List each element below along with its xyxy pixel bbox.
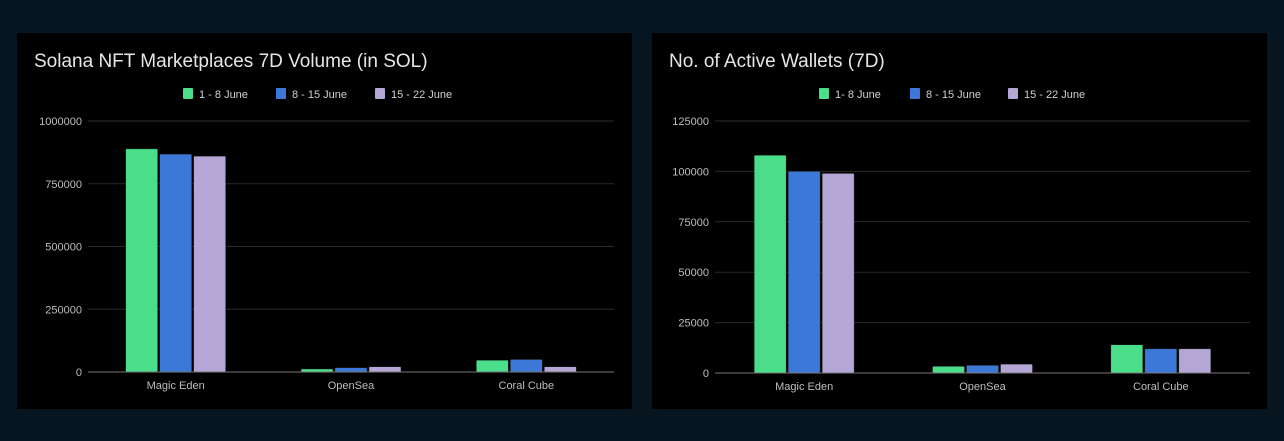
wallets-chart: 0 25000 50000 75000 100000 125000 1- 8 June 8 -… bbox=[672, 88, 1250, 393]
bar-magic-eden-2 bbox=[193, 155, 226, 373]
legend-swatch bbox=[276, 88, 286, 99]
legend-label: 15 - 22 June bbox=[1024, 89, 1085, 101]
y-tick-label: 250000 bbox=[45, 304, 82, 316]
y-tick-label: 0 bbox=[76, 367, 82, 379]
bar-coral-cube-2 bbox=[1178, 348, 1212, 374]
bar-magic-eden-0 bbox=[753, 155, 787, 374]
y-tick-label: 1000000 bbox=[39, 116, 82, 128]
bar-coral-cube-1 bbox=[1144, 348, 1178, 374]
legend-label: 8 - 15 June bbox=[926, 89, 981, 101]
chart-title: No. of Active Wallets (7D) bbox=[669, 51, 885, 72]
x-tick-label: Magic Eden bbox=[147, 380, 205, 392]
legend-label: 15 - 22 June bbox=[391, 89, 452, 101]
chart-title: Solana NFT Marketplaces 7D Volume (in SO… bbox=[34, 51, 428, 72]
y-tick-label: 50000 bbox=[678, 267, 709, 279]
y-tick-label: 750000 bbox=[45, 179, 82, 191]
bar-opensea-1 bbox=[966, 365, 999, 374]
y-tick-label: 0 bbox=[703, 368, 709, 380]
bar-magic-eden-0 bbox=[125, 148, 158, 373]
legend-label: 1- 8 June bbox=[835, 89, 881, 101]
legend-swatch bbox=[183, 88, 193, 99]
x-tick-label: Magic Eden bbox=[775, 381, 833, 393]
bar-opensea-2 bbox=[368, 366, 402, 373]
bar-opensea-1 bbox=[334, 367, 368, 373]
bar-coral-cube-0 bbox=[1110, 344, 1144, 374]
bar-magic-eden-1 bbox=[159, 153, 192, 373]
bar-magic-eden-2 bbox=[821, 173, 855, 374]
legend-swatch bbox=[910, 88, 920, 99]
y-tick-label: 25000 bbox=[678, 318, 709, 330]
volume-chart-panel: Solana NFT Marketplaces 7D Volume (in SO… bbox=[17, 33, 632, 409]
x-tick-label: Coral Cube bbox=[499, 380, 555, 392]
y-tick-label: 500000 bbox=[45, 242, 82, 254]
legend-swatch bbox=[1008, 88, 1018, 99]
wallets-chart-panel: No. of Active Wallets (7D) 0 25000 50000 75… bbox=[652, 33, 1267, 409]
bar-magic-eden-1 bbox=[787, 171, 821, 374]
bar-opensea-2 bbox=[1000, 363, 1033, 374]
y-tick-label: 75000 bbox=[678, 217, 709, 229]
legend-swatch bbox=[375, 88, 385, 99]
bar-coral-cube-1 bbox=[510, 359, 543, 373]
y-tick-label: 125000 bbox=[672, 116, 709, 128]
bar-opensea-0 bbox=[932, 366, 965, 374]
bar-coral-cube-2 bbox=[544, 366, 577, 373]
x-tick-label: Coral Cube bbox=[1133, 381, 1189, 393]
bar-coral-cube-0 bbox=[476, 359, 509, 373]
y-tick-label: 100000 bbox=[672, 166, 709, 178]
legend-label: 1 - 8 June bbox=[199, 89, 248, 101]
legend-label: 8 - 15 June bbox=[292, 89, 347, 101]
volume-chart: 0 250000 500000 750000 1000000 1 - 8 June 8 - … bbox=[39, 88, 614, 392]
x-tick-label: OpenSea bbox=[328, 380, 375, 392]
x-tick-label: OpenSea bbox=[959, 381, 1006, 393]
legend-swatch bbox=[819, 88, 829, 99]
